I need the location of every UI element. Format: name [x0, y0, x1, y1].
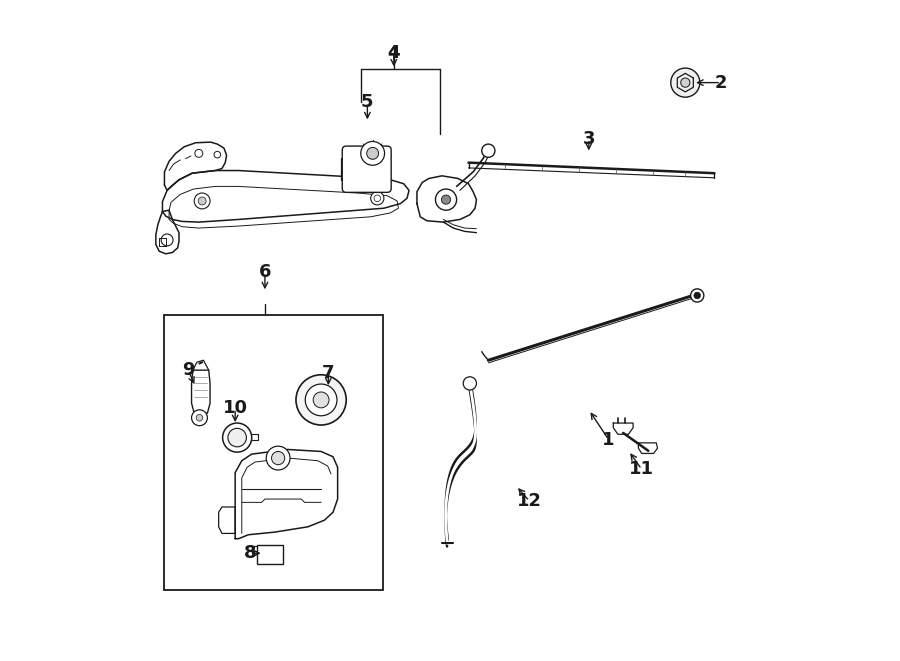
Text: 7: 7	[322, 364, 335, 383]
Circle shape	[366, 147, 379, 159]
Text: 9: 9	[182, 361, 194, 379]
Polygon shape	[235, 449, 338, 539]
Circle shape	[194, 193, 210, 209]
Circle shape	[361, 141, 384, 165]
Circle shape	[441, 195, 451, 204]
Circle shape	[196, 414, 202, 421]
Circle shape	[436, 189, 456, 210]
Text: 3: 3	[582, 130, 595, 148]
Polygon shape	[341, 158, 346, 180]
Circle shape	[161, 234, 173, 246]
Polygon shape	[678, 73, 693, 92]
Polygon shape	[192, 370, 210, 413]
Circle shape	[680, 78, 690, 87]
Circle shape	[198, 197, 206, 205]
Text: 1: 1	[602, 430, 615, 449]
Circle shape	[305, 384, 337, 416]
Polygon shape	[613, 423, 633, 434]
Circle shape	[222, 423, 252, 452]
Circle shape	[192, 410, 207, 426]
Polygon shape	[417, 176, 476, 222]
Text: 6: 6	[258, 263, 271, 282]
Text: 4: 4	[388, 44, 400, 62]
Text: 10: 10	[222, 399, 248, 418]
Circle shape	[296, 375, 346, 425]
Polygon shape	[163, 171, 409, 222]
Polygon shape	[219, 507, 235, 533]
Circle shape	[482, 144, 495, 157]
Circle shape	[690, 289, 704, 302]
Circle shape	[694, 292, 700, 299]
Circle shape	[266, 446, 290, 470]
Circle shape	[272, 451, 284, 465]
FancyBboxPatch shape	[257, 545, 284, 564]
Polygon shape	[638, 443, 658, 453]
Bar	[165, 315, 382, 590]
Text: 12: 12	[517, 492, 542, 510]
Text: 5: 5	[361, 93, 374, 112]
Text: 2: 2	[715, 73, 727, 92]
Polygon shape	[165, 142, 227, 190]
Circle shape	[371, 192, 384, 205]
Polygon shape	[156, 210, 179, 254]
Text: 11: 11	[629, 460, 654, 479]
Text: 8: 8	[243, 544, 256, 563]
Circle shape	[670, 68, 700, 97]
Circle shape	[313, 392, 329, 408]
Circle shape	[464, 377, 476, 390]
Circle shape	[228, 428, 247, 447]
FancyBboxPatch shape	[342, 146, 392, 192]
Text: 4: 4	[388, 44, 400, 62]
